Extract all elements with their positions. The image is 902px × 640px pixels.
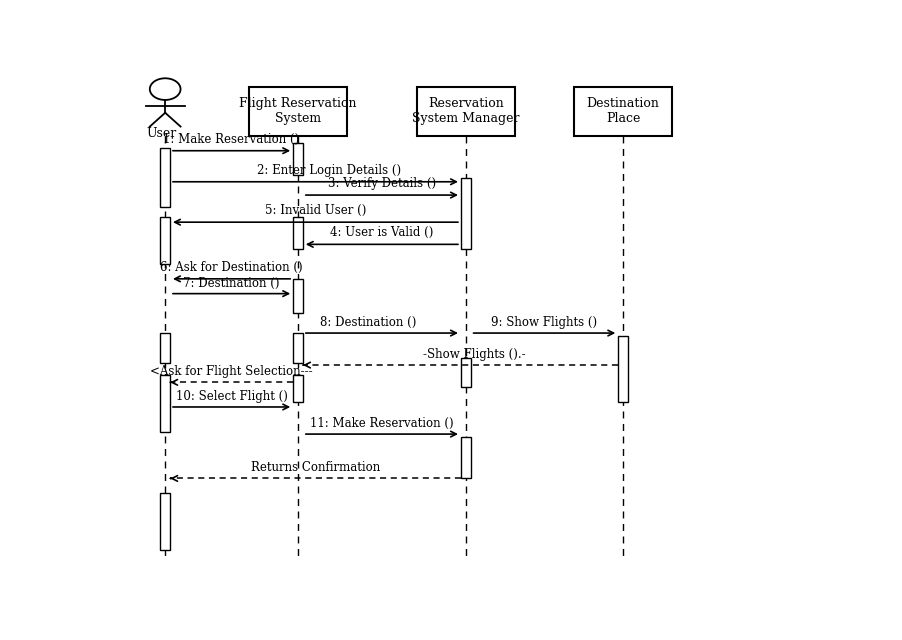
Text: Destination
Place: Destination Place	[586, 97, 659, 125]
Text: 2: Enter Login Details (): 2: Enter Login Details ()	[257, 164, 401, 177]
Text: 5: Invalid User (): 5: Invalid User ()	[265, 204, 366, 217]
Text: 8: Destination (): 8: Destination ()	[319, 316, 416, 329]
Text: 10: Select Flight (): 10: Select Flight ()	[176, 390, 288, 403]
Bar	[161, 333, 170, 363]
Text: 11: Make Reservation (): 11: Make Reservation ()	[310, 417, 454, 430]
Bar	[461, 178, 471, 249]
Text: <Ask for Flight Selection---: <Ask for Flight Selection---	[151, 365, 313, 378]
Bar	[293, 279, 303, 314]
Text: 1: Make Reservation (): 1: Make Reservation ()	[163, 132, 299, 146]
Bar	[161, 375, 170, 431]
Text: 6: Ask for Destination (): 6: Ask for Destination ()	[161, 261, 303, 274]
Text: 3: Verify Details (): 3: Verify Details ()	[327, 177, 436, 190]
Text: 9: Show Flights (): 9: Show Flights ()	[492, 316, 597, 329]
Bar	[161, 493, 170, 550]
Text: User: User	[146, 127, 177, 140]
Bar	[618, 335, 628, 402]
Bar	[161, 217, 170, 264]
Text: 4: User is Valid (): 4: User is Valid ()	[330, 227, 434, 239]
Text: Reservation
System Manager: Reservation System Manager	[412, 97, 520, 125]
Bar	[293, 333, 303, 363]
Bar	[293, 143, 303, 175]
Bar	[575, 86, 672, 136]
Text: 7: Destination (): 7: Destination ()	[183, 276, 280, 290]
Bar	[461, 436, 471, 479]
Text: -Show Flights ().-: -Show Flights ().-	[423, 348, 526, 361]
Bar	[293, 217, 303, 249]
Text: Returns Confirmation: Returns Confirmation	[251, 461, 380, 474]
Bar	[417, 86, 515, 136]
Bar	[293, 375, 303, 402]
Text: Flight Reservation
System: Flight Reservation System	[239, 97, 357, 125]
Bar	[161, 148, 170, 207]
Bar	[249, 86, 347, 136]
Bar	[461, 358, 471, 387]
